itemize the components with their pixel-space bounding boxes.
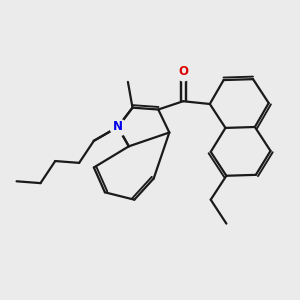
Text: O: O — [178, 65, 188, 78]
Text: N: N — [113, 121, 123, 134]
